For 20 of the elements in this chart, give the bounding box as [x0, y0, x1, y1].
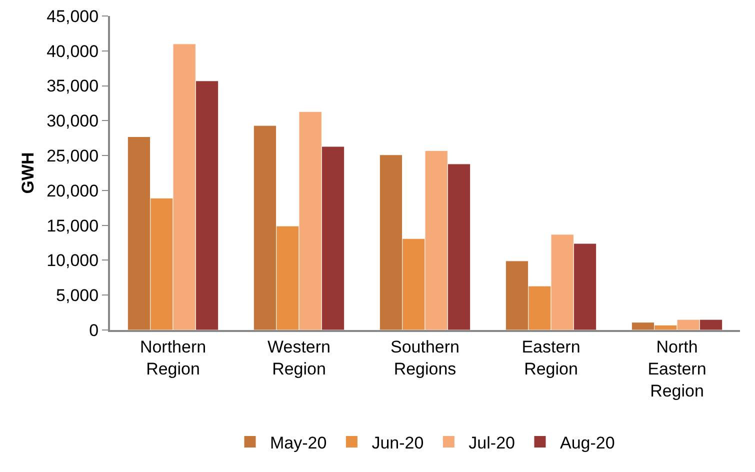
y-tick-label: 40,000	[46, 42, 99, 61]
y-tick-label: 20,000	[46, 181, 99, 200]
y-tick-label: 5,000	[56, 286, 99, 306]
y-tick-label: 0	[89, 320, 99, 340]
x-tick-label: Western Region	[268, 337, 330, 378]
y-tick-label: 15,000	[46, 216, 99, 236]
y-tick-label: 30,000	[46, 112, 99, 131]
y-tick-label: 25,000	[46, 146, 99, 166]
x-tick-label: North Eastern Region	[648, 337, 706, 401]
x-tick-label: Northern Region	[140, 337, 206, 378]
legend-label: Aug-20	[560, 433, 615, 452]
x-tick-label: Eastern Region	[522, 337, 580, 378]
y-tick-label: 35,000	[46, 76, 99, 96]
legend-label: May-20	[270, 433, 327, 452]
y-tick-label: 10,000	[46, 251, 99, 270]
y-axis-title: GWH	[18, 152, 38, 194]
y-tick-label: 45,000	[46, 6, 99, 26]
legend-label: Jul-20	[468, 433, 515, 452]
legend-label: Jun-20	[372, 433, 424, 452]
x-tick-label: Southern Regions	[390, 337, 460, 378]
